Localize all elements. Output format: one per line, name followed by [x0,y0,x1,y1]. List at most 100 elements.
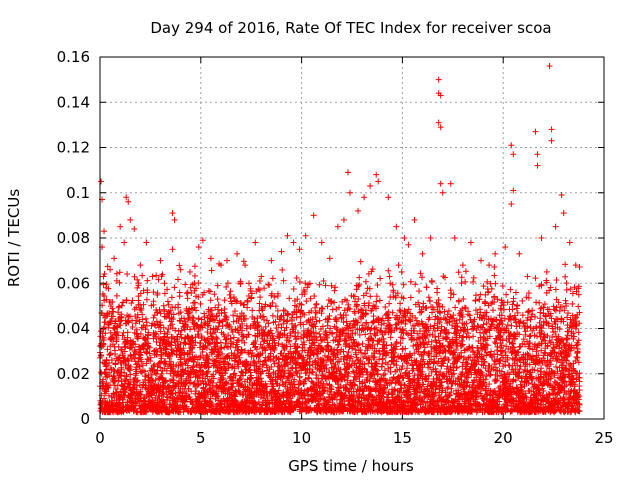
data-point [108,357,115,364]
data-point [135,297,142,304]
data-point [139,362,146,369]
data-point [114,367,121,374]
data-point [128,344,135,351]
data-point [104,263,111,270]
data-point [115,343,122,350]
data-point [121,344,128,351]
data-point [110,308,117,315]
data-point [134,377,141,384]
data-point [107,350,114,357]
data-point [123,297,130,304]
data-point [139,272,146,279]
data-point [137,349,144,356]
data-point [116,371,123,378]
data-point [102,363,109,370]
data-point [123,373,130,380]
data-point [138,358,145,365]
data-point [106,372,113,379]
data-point [138,391,145,398]
data-point [103,296,110,303]
data-point [118,366,125,373]
data-point [131,273,138,280]
data-point [106,309,113,316]
data-point [124,271,131,278]
data-point [128,356,135,363]
data-point [140,322,147,329]
data-point [136,398,143,405]
data-point [138,305,145,312]
data-point [127,371,134,378]
data-point [103,281,110,288]
data-point [110,366,117,373]
data-point [103,356,110,363]
data-point [109,298,116,305]
data-point [140,301,147,308]
data-point [116,279,123,286]
data-point [120,396,127,403]
data-point [137,330,144,337]
data-point [113,389,120,396]
data-point [105,392,112,399]
data-point [125,319,132,326]
data-point [124,329,131,336]
data-point [101,292,108,299]
data-point [113,270,120,277]
data-point [112,389,119,396]
data-point [121,392,128,399]
data-point [140,287,147,294]
data-point [122,389,129,396]
data-point [115,377,122,384]
data-point [135,280,142,287]
data-point [139,311,146,318]
data-point [127,363,134,370]
data-point [124,318,131,325]
data-point [119,332,126,339]
data-point [127,353,134,360]
data-point [129,323,136,330]
data-point [134,284,141,291]
data-point [101,395,108,402]
data-point [140,395,147,402]
data-point [134,314,141,321]
data-point [116,354,123,361]
data-point [122,343,129,350]
data-point [136,363,143,370]
data-point [128,300,135,307]
data-point [129,388,136,395]
data-point [100,273,107,280]
data-point [118,347,125,354]
data-point [105,321,112,328]
data-point [114,328,121,335]
data-point [132,313,139,320]
data-point [137,388,144,395]
data-point [100,336,107,343]
data-point [101,270,108,277]
data-point [129,297,136,304]
data-point [118,373,125,380]
data-point [102,330,109,337]
data-point [139,316,146,323]
data-point [100,281,107,288]
data-point [113,292,120,299]
data-point [116,303,123,310]
data-point [112,347,119,354]
data-point [125,313,132,320]
data-point [127,313,134,320]
data-point [133,382,140,389]
data-point [107,303,114,310]
data-point [122,377,129,384]
data-point [109,305,116,312]
data-point [134,276,141,283]
data-point [117,318,124,325]
data-point [132,341,139,348]
data-point [98,352,105,359]
data-point [132,348,139,355]
data-point [112,361,119,368]
data-point [118,313,125,320]
chart-title: Day 294 of 2016, Rate Of TEC Index for r… [150,19,551,37]
data-point [120,299,127,306]
data-point [102,319,109,326]
data-point [106,359,113,366]
data-points [97,63,583,416]
